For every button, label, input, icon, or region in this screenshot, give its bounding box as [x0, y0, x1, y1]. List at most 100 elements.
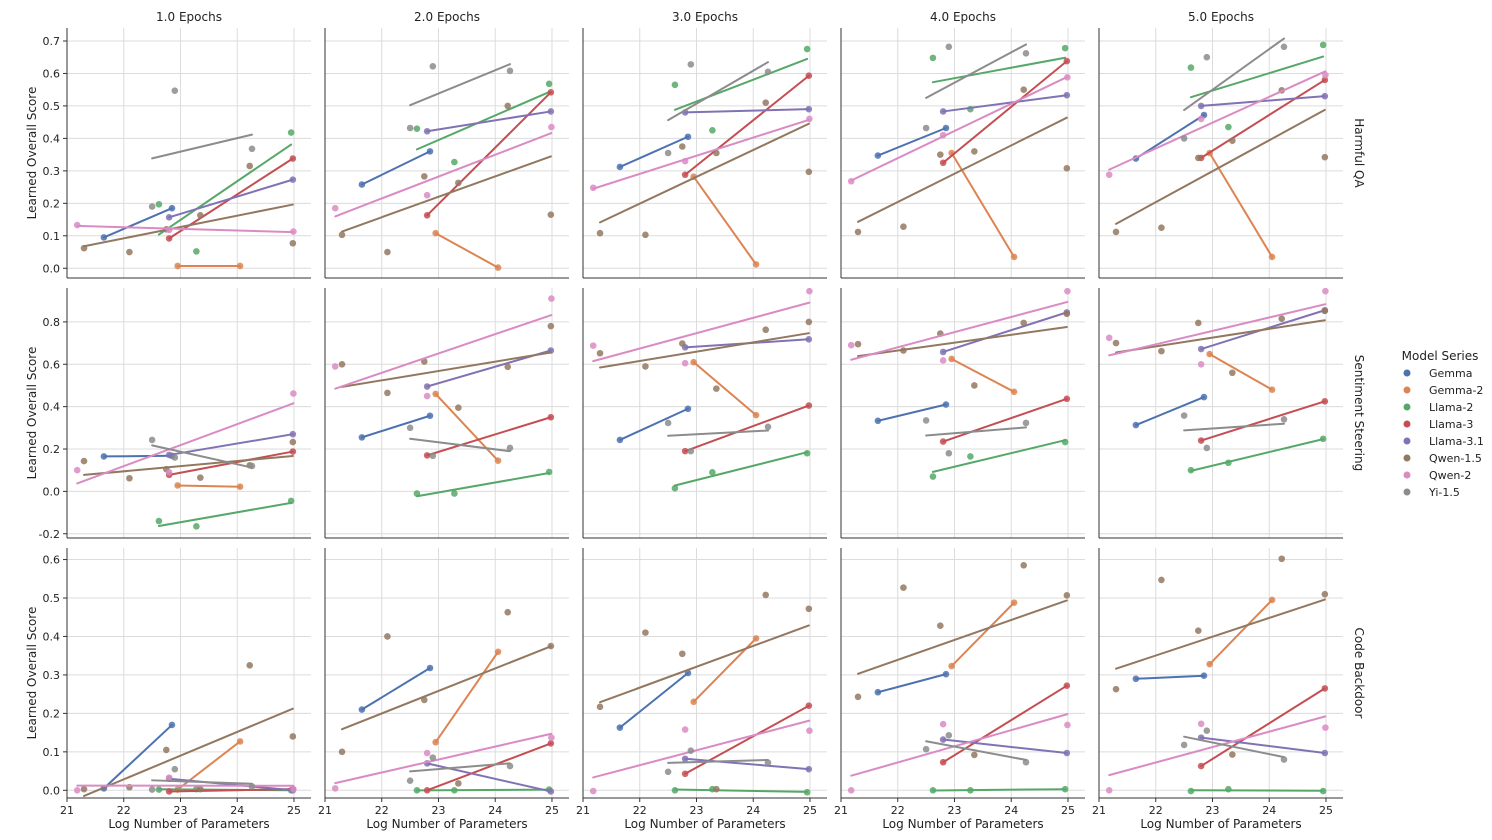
data-point-qwen-1-5 — [1158, 224, 1165, 231]
y-tick-label: 0.2 — [43, 707, 61, 720]
regression-line-qwen-1-5 — [341, 155, 552, 233]
x-tick-label: 22 — [375, 804, 389, 817]
data-point-yi-1-5 — [922, 417, 930, 424]
regression-line-llama-2 — [157, 501, 293, 527]
regression-line-qwen-2 — [1108, 715, 1327, 777]
data-point-qwen-1-5 — [504, 608, 512, 616]
data-point-qwen-2 — [847, 177, 855, 185]
data-point-qwen-1-5 — [1321, 307, 1329, 315]
data-point-qwen-1-5 — [289, 239, 297, 247]
regression-line-llama-3 — [426, 742, 552, 792]
y-tick-label: 0.5 — [43, 592, 61, 605]
data-point-qwen-1-5 — [713, 385, 720, 392]
regression-line-llama-2 — [415, 788, 551, 792]
regression-line-qwen-1-5 — [1115, 108, 1326, 225]
data-point-qwen-1-5 — [421, 173, 428, 180]
data-point-llama-3-1 — [547, 108, 555, 115]
data-point-yi-1-5 — [171, 765, 179, 773]
legend-marker-llama-2 — [1403, 403, 1411, 411]
data-point-gemma — [358, 706, 366, 713]
data-point-yi-1-5 — [1280, 756, 1288, 763]
y-tick-label: 0.7 — [43, 35, 61, 48]
data-point-llama-3 — [681, 447, 689, 455]
data-point-qwen-1-5 — [455, 780, 462, 787]
data-point-qwen-1-5 — [421, 696, 428, 704]
data-point-qwen-2 — [165, 469, 173, 476]
data-point-qwen-2 — [1105, 171, 1113, 179]
regression-line-qwen-2 — [850, 75, 1069, 182]
x-tick-label: 24 — [488, 804, 502, 817]
data-point-qwen-1-5 — [1063, 592, 1071, 599]
y-tick-label: 0.1 — [43, 230, 61, 243]
data-point-qwen-1-5 — [1321, 153, 1329, 161]
data-point-qwen-1-5 — [1020, 319, 1028, 327]
regression-line-gemma — [102, 454, 173, 458]
regression-line-qwen-2 — [76, 224, 295, 234]
x-tick-label: 23 — [947, 804, 961, 817]
data-point-yi-1-5 — [922, 124, 930, 132]
data-point-qwen-1-5 — [1112, 228, 1120, 236]
data-point-qwen-2 — [1197, 360, 1205, 368]
y-tick-label: 0.4 — [43, 630, 61, 643]
legend-label: Llama-3 — [1429, 418, 1473, 431]
data-point-yi-1-5 — [406, 124, 414, 132]
data-point-qwen-1-5 — [80, 457, 88, 465]
panel-r0-c4: 5.0 Epochs Harmful QA — [1098, 10, 1366, 279]
data-point-yi-1-5 — [945, 449, 953, 457]
data-point-llama-2 — [1225, 123, 1232, 131]
regression-line-llama-2 — [931, 788, 1067, 792]
data-point-qwen-2 — [1197, 115, 1205, 123]
data-point-gemma — [874, 688, 882, 696]
data-point-qwen-2 — [1322, 724, 1329, 731]
data-point-qwen-1-5 — [1229, 369, 1236, 377]
data-point-gemma-2 — [1268, 596, 1276, 604]
data-point-qwen-1-5 — [596, 703, 604, 711]
data-point-qwen-1-5 — [1063, 164, 1071, 172]
data-point-llama-3 — [681, 770, 689, 778]
data-point-yi-1-5 — [1203, 53, 1211, 61]
data-point-llama-3 — [165, 788, 173, 795]
data-point-qwen-2 — [589, 787, 597, 795]
data-point-qwen-1-5 — [1112, 339, 1120, 347]
data-point-gemma-2 — [752, 261, 760, 268]
data-point-qwen-2 — [1105, 787, 1113, 794]
data-point-gemma — [426, 412, 434, 420]
regression-line-llama-3 — [1200, 400, 1326, 442]
data-point-qwen-1-5 — [679, 650, 686, 658]
legend-item-llama-3: Llama-3 — [1403, 418, 1473, 431]
data-point-llama-3-1 — [939, 348, 947, 356]
data-point-llama-2 — [1187, 466, 1195, 474]
data-point-qwen-1-5 — [854, 340, 862, 348]
x-axis-label: Log Number of Parameters — [366, 817, 527, 831]
regression-line-qwen-1-5 — [857, 116, 1068, 223]
regression-line-gemma — [360, 667, 431, 711]
regression-line-llama-3-1 — [426, 110, 552, 133]
data-point-qwen-2 — [290, 390, 297, 397]
data-point-llama-3-1 — [547, 788, 555, 795]
regression-line-llama-3 — [1200, 687, 1326, 768]
data-point-gemma-2 — [236, 738, 244, 745]
data-point-gemma-2 — [752, 635, 760, 642]
data-point-llama-3 — [1321, 398, 1329, 405]
regression-line-llama-3 — [684, 404, 810, 453]
legend-marker-qwen-2 — [1403, 471, 1411, 479]
data-point-gemma — [358, 434, 366, 441]
legend-marker-qwen-1-5 — [1403, 454, 1411, 462]
regression-line-gemma — [360, 150, 431, 186]
data-point-gemma-2 — [1268, 386, 1276, 393]
data-point-llama-3 — [547, 88, 555, 96]
data-point-llama-3 — [289, 155, 297, 162]
data-point-gemma-2 — [174, 262, 181, 270]
data-point-llama-3 — [805, 402, 813, 409]
data-point-qwen-1-5 — [197, 785, 204, 793]
legend-label: Qwen-1.5 — [1429, 452, 1482, 465]
data-point-llama-2 — [967, 453, 974, 460]
data-point-llama-2 — [1319, 787, 1327, 795]
data-point-llama-3-1 — [423, 127, 431, 135]
x-tick-label: 21 — [834, 804, 848, 817]
data-point-qwen-2 — [1064, 721, 1071, 729]
legend-marker-llama-3-1 — [1403, 437, 1411, 445]
data-point-qwen-1-5 — [642, 629, 649, 636]
regression-line-llama-3 — [684, 74, 810, 176]
y-tick-label: 0.0 — [43, 262, 61, 275]
